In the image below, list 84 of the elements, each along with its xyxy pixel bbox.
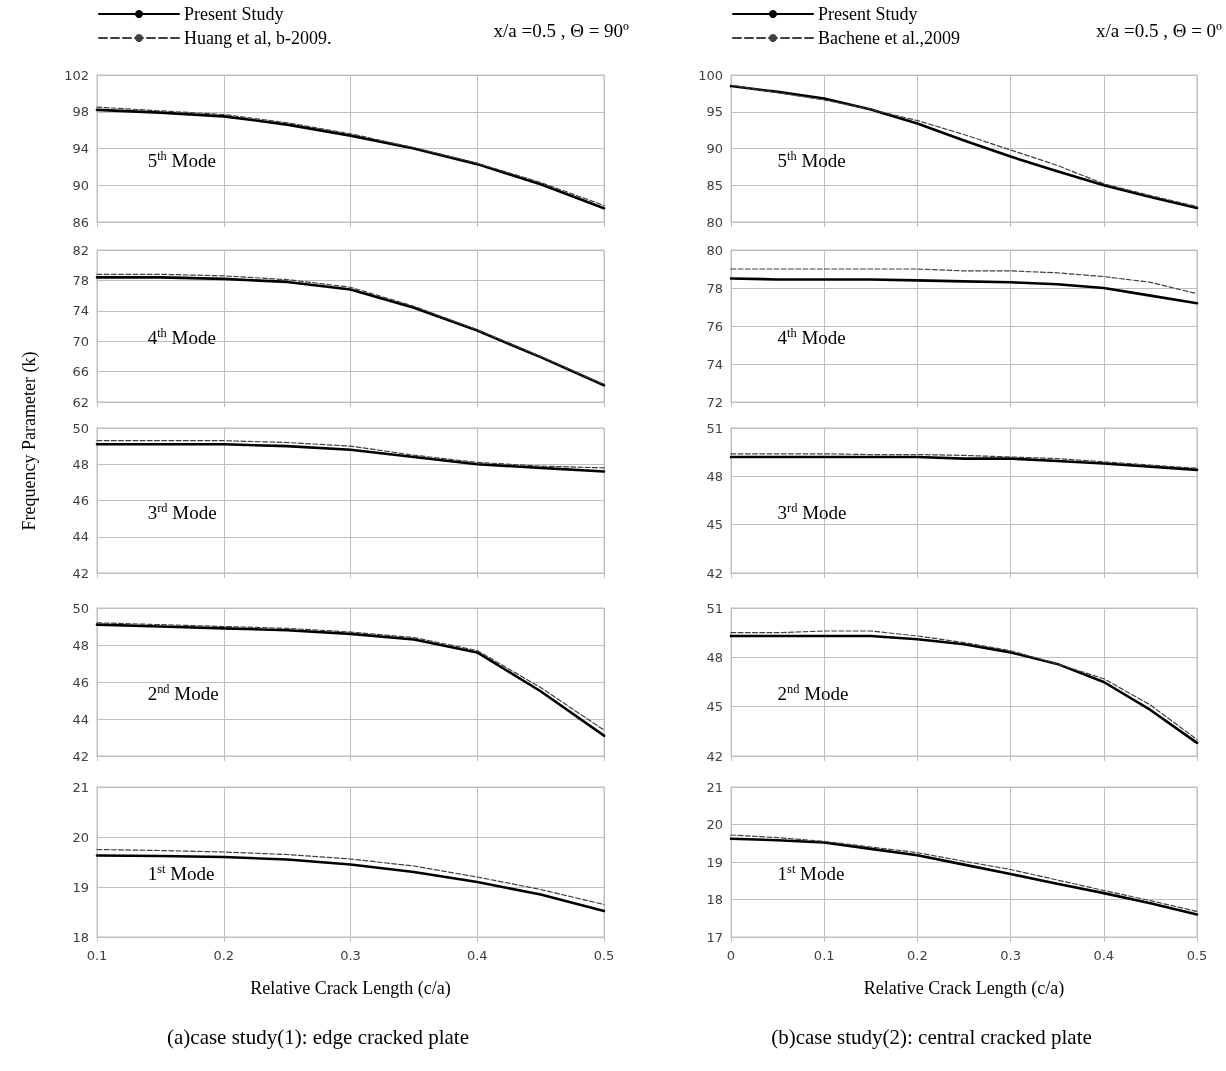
y-tick-label: 50 [72, 600, 89, 616]
y-tick-label: 90 [706, 141, 723, 156]
x-axis-title: Relative Crack Length (c/a) [250, 978, 451, 999]
y-tick-label: 48 [706, 468, 723, 484]
annotation: 4$^{th}$ Mode [147, 326, 216, 350]
y-tick-label: 46 [72, 493, 89, 508]
x-tick-label: 0.2 [213, 948, 235, 963]
y-tick-label: 45 [706, 699, 723, 715]
x-tick-label: 0.5 [593, 948, 615, 963]
y-tick-label: 102 [64, 67, 89, 83]
y-tick-label: 48 [706, 649, 723, 665]
annotation: 3$^{rd}$ Mode [777, 500, 847, 524]
y-tick-label: 42 [72, 565, 89, 581]
line-series [730, 268, 1198, 295]
y-tick-label: 19 [72, 879, 89, 895]
legend-label: Bachene et al.,2009 [818, 28, 960, 48]
y-tick-label: 51 [706, 600, 723, 616]
y-tick-label: 95 [706, 104, 723, 120]
legend-label: Present Study [818, 4, 918, 24]
y-tick-label: 20 [72, 829, 89, 845]
y-tick-label: 18 [706, 892, 723, 907]
y-tick-label: 44 [72, 529, 89, 545]
x-axis-title: Relative Crack Length (c/a) [863, 978, 1065, 999]
x-tick-label: 0.3 [1000, 948, 1021, 963]
text: (a)case study(1): edge cracked plate [166, 1025, 470, 1050]
text: x/a =0.5 , Θ = 0º [1095, 20, 1222, 42]
annotation: 5$^{th}$ Mode [147, 148, 216, 172]
y-tick-label: 42 [706, 748, 723, 764]
y-tick-label: 86 [72, 214, 89, 230]
y-tick-label: 74 [72, 303, 89, 319]
y-tick-label: 19 [706, 854, 723, 870]
x-tick-label: 0 [726, 948, 736, 963]
y-tick-label: 82 [72, 242, 89, 258]
y-tick-label: 44 [72, 711, 89, 727]
annotation: 1$^{st}$ Mode [777, 862, 845, 886]
y-tick-label: 46 [72, 674, 89, 690]
y-tick-label: 62 [72, 394, 89, 410]
x-tick-label: 0.4 [1093, 948, 1115, 963]
x-tick-label: 0.1 [86, 948, 108, 963]
x-tick-label: 0.4 [466, 948, 488, 963]
y-tick-label: 66 [72, 364, 89, 380]
y-tick-label: 80 [706, 242, 723, 258]
y-tick-label: 42 [72, 748, 89, 764]
y-tick-label: 80 [706, 214, 723, 230]
y-tick-label: 74 [706, 356, 723, 372]
y-tick-label: 98 [72, 104, 89, 120]
y-tick-label: 70 [72, 333, 89, 349]
y-tick-label: 48 [72, 637, 89, 653]
x-tick-label: 0.2 [907, 948, 928, 963]
y-axis-title: Frequency Parameter (k) [18, 351, 40, 530]
y-tick-label: 100 [698, 67, 723, 83]
y-tick-label: 51 [706, 420, 723, 436]
y-tick-label: 76 [706, 318, 723, 334]
y-tick-label: 18 [72, 929, 89, 945]
x-tick-label: 0.5 [1186, 948, 1208, 963]
y-tick-label: 78 [706, 280, 723, 296]
y-tick-label: 94 [72, 141, 89, 156]
y-tick-label: 45 [706, 517, 723, 533]
annotation: 1$^{st}$ Mode [147, 862, 215, 886]
line-series [96, 848, 605, 906]
y-tick-label: 21 [72, 779, 89, 795]
annotation: 2$^{nd}$ Mode [777, 682, 849, 706]
y-tick-label: 17 [706, 929, 723, 945]
y-tick-label: 21 [706, 779, 723, 795]
x-tick-label: 0.1 [813, 948, 835, 963]
annotation: 3$^{rd}$ Mode [147, 500, 217, 524]
x-tick-label: 0.3 [340, 948, 361, 963]
y-tick-label: 20 [706, 817, 723, 832]
annotation: 4$^{th}$ Mode [777, 326, 846, 350]
y-tick-label: 85 [706, 177, 723, 193]
annotation: 2$^{nd}$ Mode [147, 682, 219, 706]
text: x/a =0.5 , Θ = 90º [493, 20, 629, 42]
text: (b)case study(2): central cracked plate [770, 1025, 1093, 1050]
y-tick-label: 42 [706, 565, 723, 581]
legend-label: Huang et al, b-2009. [184, 28, 332, 48]
annotation: 5$^{th}$ Mode [777, 148, 846, 172]
y-tick-label: 48 [72, 456, 89, 472]
legend-label: Present Study [184, 4, 284, 24]
y-tick-label: 78 [72, 272, 89, 288]
y-tick-label: 50 [72, 420, 89, 436]
y-tick-label: 72 [706, 394, 723, 410]
line-series [95, 854, 606, 913]
line-series [729, 277, 1199, 305]
y-tick-label: 90 [72, 177, 89, 193]
